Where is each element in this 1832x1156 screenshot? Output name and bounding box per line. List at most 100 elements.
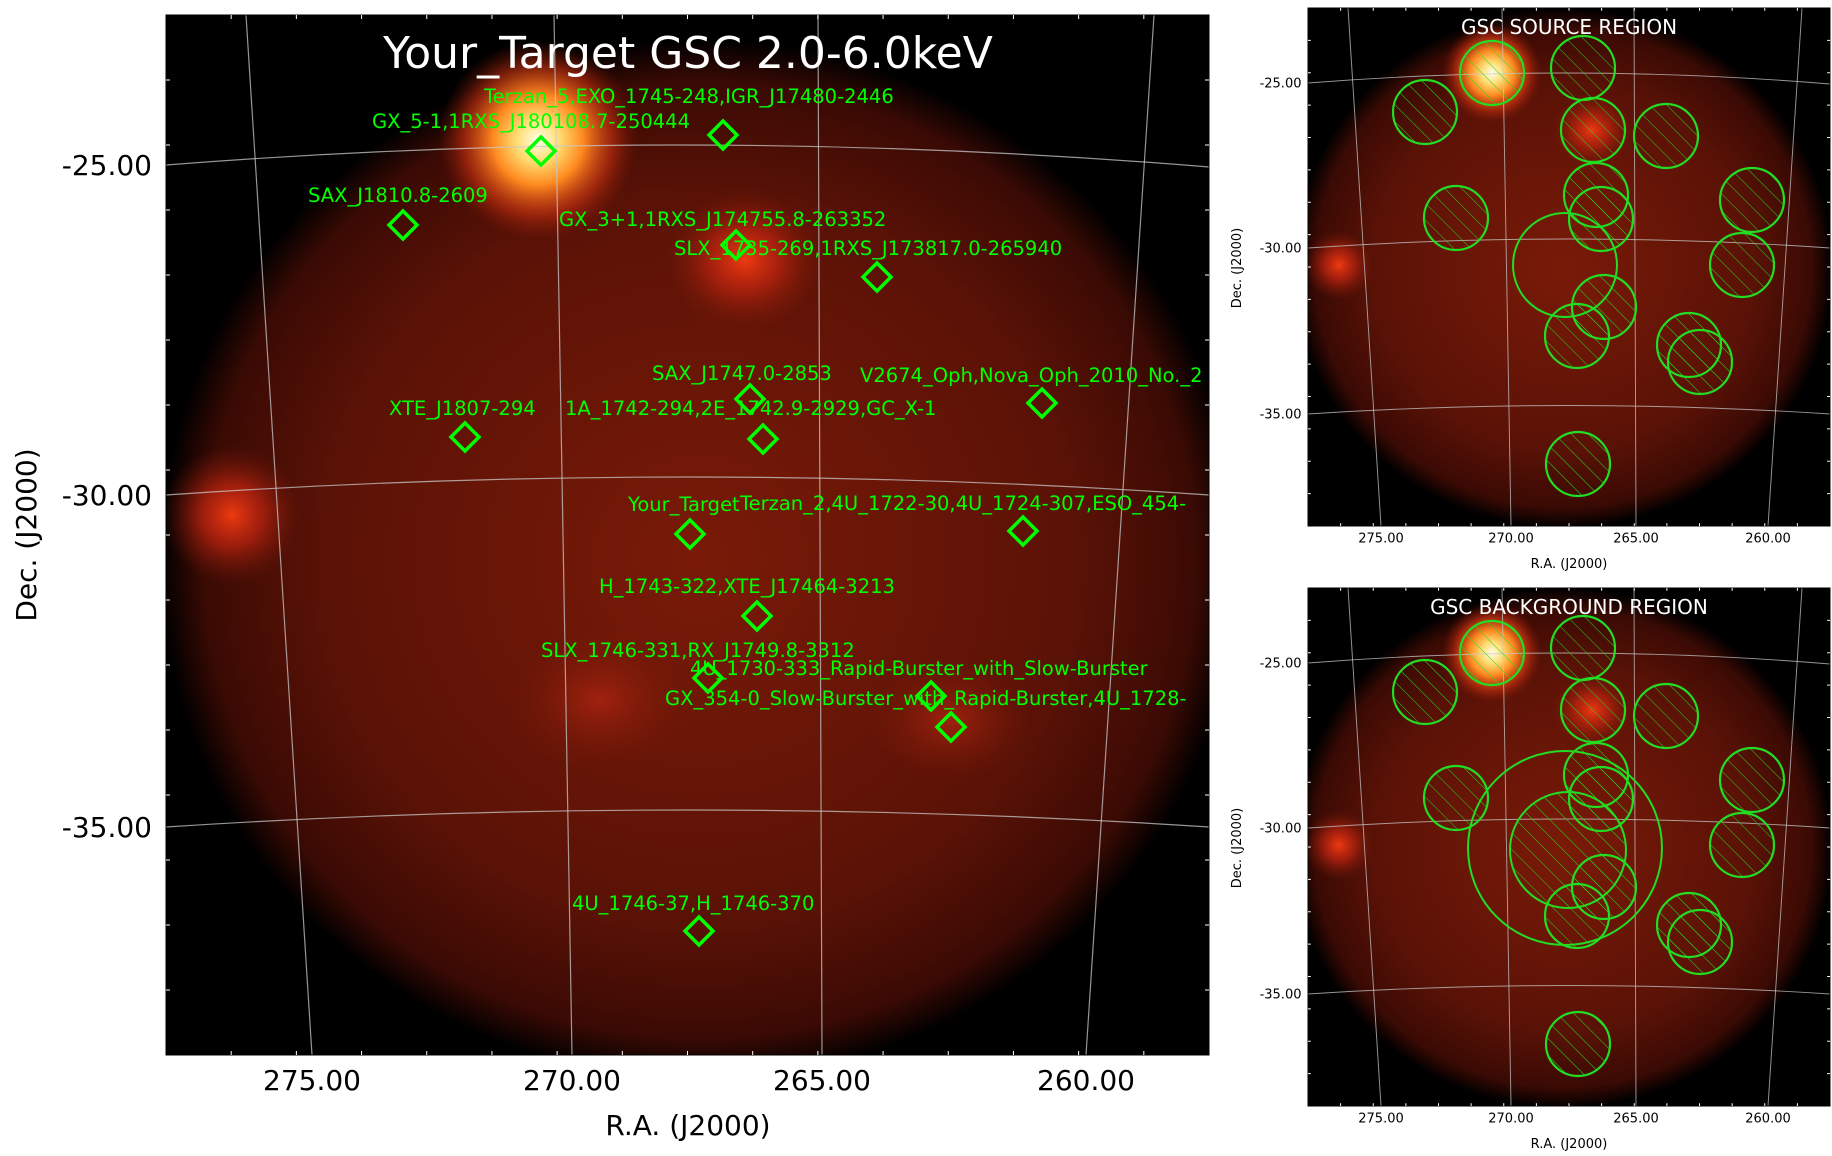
y-tick-label: -35.00 [1260,408,1302,423]
region-ring [1467,750,1663,946]
source-region-panel: 275.00 270.00 265.00 260.00 -25.00 -30.00 -35.… [1230,7,1831,572]
source-marker [1006,514,1040,548]
region-circle [1718,746,1786,814]
x-tick-label: 260.00 [1037,1064,1135,1097]
source-marker [673,517,707,551]
x-tick-label: 265.00 [1613,1111,1659,1126]
region-circle [1718,166,1786,234]
y-tick-label: -25.00 [62,149,152,182]
main-axis-ticks: 275.00 270.00 265.00 260.00 -25.00 -30.00 -35.… [62,14,1210,1097]
background-y-axis-label: Dec. (J2000) [1230,808,1245,888]
source-label: Terzan_2,4U_1722-30,4U_1724-307,ESO_454- [739,492,1186,515]
y-tick-label: -30.00 [1260,822,1302,837]
background-x-axis-label: R.A. (J2000) [1531,1137,1608,1152]
main-coordinate-grid [166,15,1209,1055]
source-marker [934,710,968,744]
region-circle [1708,231,1776,299]
source-label: H_1743-322,XTE_J17464-3213 [599,575,895,598]
x-tick-label: 265.00 [1613,531,1659,546]
region-circle [1391,78,1459,146]
source-marker [706,118,740,152]
source-marker [740,599,774,633]
region-circle [1544,1010,1612,1078]
background-region-panel: 275.00 270.00 265.00 260.00 -25.00 -30.00 -35.… [1230,587,1831,1152]
region-circle [1708,811,1776,879]
x-tick-label: 275.00 [263,1064,361,1097]
region-circle [1666,328,1734,396]
y-tick-label: -25.00 [1260,77,1302,92]
source-label: 4U_1746-37,H_1746-370 [572,892,814,915]
ra-grid-line [553,15,573,1055]
region-circle [1543,302,1611,370]
dec-grid-line [166,476,1209,496]
source-regions [1391,34,1786,498]
source-label: Terzan_5,EXO_1745-248,IGR_J17480-2446 [483,85,894,108]
region-circle [1549,614,1617,682]
source-marker [524,134,558,168]
x-tick-label: 260.00 [1745,531,1791,546]
region-circle [1559,96,1627,164]
x-tick-label: 265.00 [773,1064,871,1097]
source-x-axis-label: R.A. (J2000) [1531,557,1608,572]
region-circle [1549,34,1617,102]
y-tick-label: -35.00 [1260,988,1302,1003]
source-label: 4U_1730-333_Rapid-Burster_with_Slow-Burs… [690,657,1149,680]
source-marker [448,420,482,454]
region-circle [1632,102,1700,170]
main-x-axis-label: R.A. (J2000) [605,1109,770,1142]
ra-grid-line [245,15,313,1055]
source-marker [1025,386,1059,420]
source-label: SAX_J1810.8-2609 [308,184,488,207]
dec-grid-line [166,144,1209,168]
x-tick-label: 270.00 [523,1064,621,1097]
source-marker [682,914,716,948]
source-marker [860,260,894,294]
region-circle [1567,185,1635,253]
source-marker [914,679,948,713]
source-label: XTE_J1807-294 [389,397,536,420]
x-tick-label: 275.00 [1358,1111,1404,1126]
ra-grid-line [1347,588,1382,1106]
dec-grid-line [1308,405,1830,415]
source-y-axis-label: Dec. (J2000) [1230,228,1245,308]
source-marker [386,208,420,242]
ra-grid-line [1767,588,1803,1106]
main-source-markers: Terzan_5,EXO_1745-248,IGR_J17480-2446GX_… [308,85,1203,948]
y-tick-label: -30.00 [62,479,152,512]
source-label: SLX_1746-331,RX_J1749.8-3312 [541,639,855,662]
y-tick-label: -25.00 [1260,657,1302,672]
y-tick-label: -35.00 [62,811,152,844]
x-tick-label: 275.00 [1358,531,1404,546]
ra-grid-line [1633,588,1637,1106]
ra-grid-line [1085,15,1155,1055]
source-marker [733,382,767,416]
region-circle [1458,39,1526,107]
region-circle [1544,430,1612,498]
region-circle [1458,619,1526,687]
source-panel-title: GSC SOURCE REGION [1461,15,1677,39]
main-panel: 275.00 270.00 265.00 260.00 -25.00 -30.00 -35.… [10,14,1210,1142]
source-marker [691,661,725,695]
background-panel-title: GSC BACKGROUND REGION [1430,595,1708,619]
x-tick-label: 260.00 [1745,1111,1791,1126]
source-marker [746,422,780,456]
source-marker [719,228,753,262]
x-tick-label: 270.00 [1488,531,1534,546]
source-label: Your_Target [627,493,740,516]
region-circle [1422,764,1490,832]
main-chart-title: Your_Target GSC 2.0-6.0keV [382,28,993,79]
ra-grid-line [1633,8,1637,526]
region-ring [1509,791,1627,909]
region-circle [1632,682,1700,750]
source-label: V2674_Oph,Nova_Oph_2010_No._2 [860,364,1203,387]
y-tick-label: -30.00 [1260,242,1302,257]
main-y-axis-label: Dec. (J2000) [10,448,43,621]
x-tick-label: 270.00 [1488,1111,1534,1126]
ra-grid-line [1347,8,1382,526]
region-circle [1422,184,1490,252]
source-label: SLX_1735-269,1RXS_J173817.0-265940 [674,237,1062,260]
source-label: 1A_1742-294,2E_1742.9-2929,GC_X-1 [565,397,936,420]
ra-grid-line [1767,8,1803,526]
source-label: GX_5-1,1RXS_J180108.7-250444 [372,110,690,133]
